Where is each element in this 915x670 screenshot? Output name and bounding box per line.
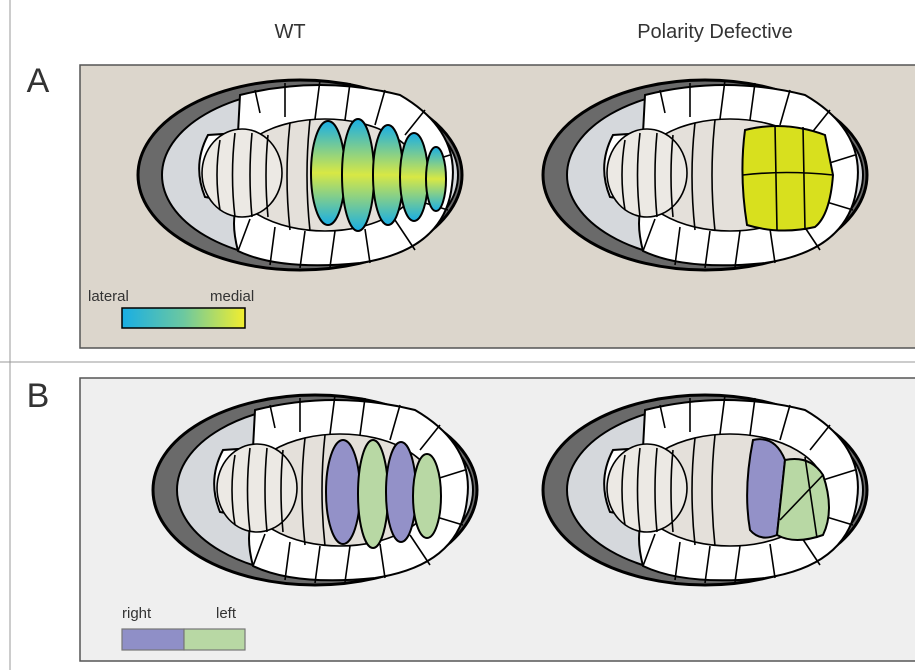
page: WT Polarity Defective A lateral medial B bbox=[0, 0, 915, 670]
embryo-polarity-defective bbox=[543, 80, 867, 270]
column-header: WT bbox=[274, 21, 305, 43]
legend-label: left bbox=[216, 605, 237, 622]
column-header: Polarity Defective bbox=[637, 21, 793, 43]
figure: WT Polarity Defective A lateral medial B bbox=[0, 0, 915, 670]
legend-label: right bbox=[122, 605, 152, 622]
legend-label: lateral bbox=[88, 288, 129, 305]
legend-bar bbox=[122, 308, 245, 328]
legend-label: medial bbox=[210, 288, 254, 305]
embryo-polarity-defective bbox=[543, 395, 867, 585]
legend-swatch bbox=[184, 629, 245, 650]
panel-label: B bbox=[27, 377, 50, 415]
panel-label: A bbox=[27, 62, 50, 100]
legend-swatch bbox=[122, 629, 184, 650]
embryo-wt bbox=[153, 395, 477, 585]
embryo-wt bbox=[138, 80, 462, 270]
